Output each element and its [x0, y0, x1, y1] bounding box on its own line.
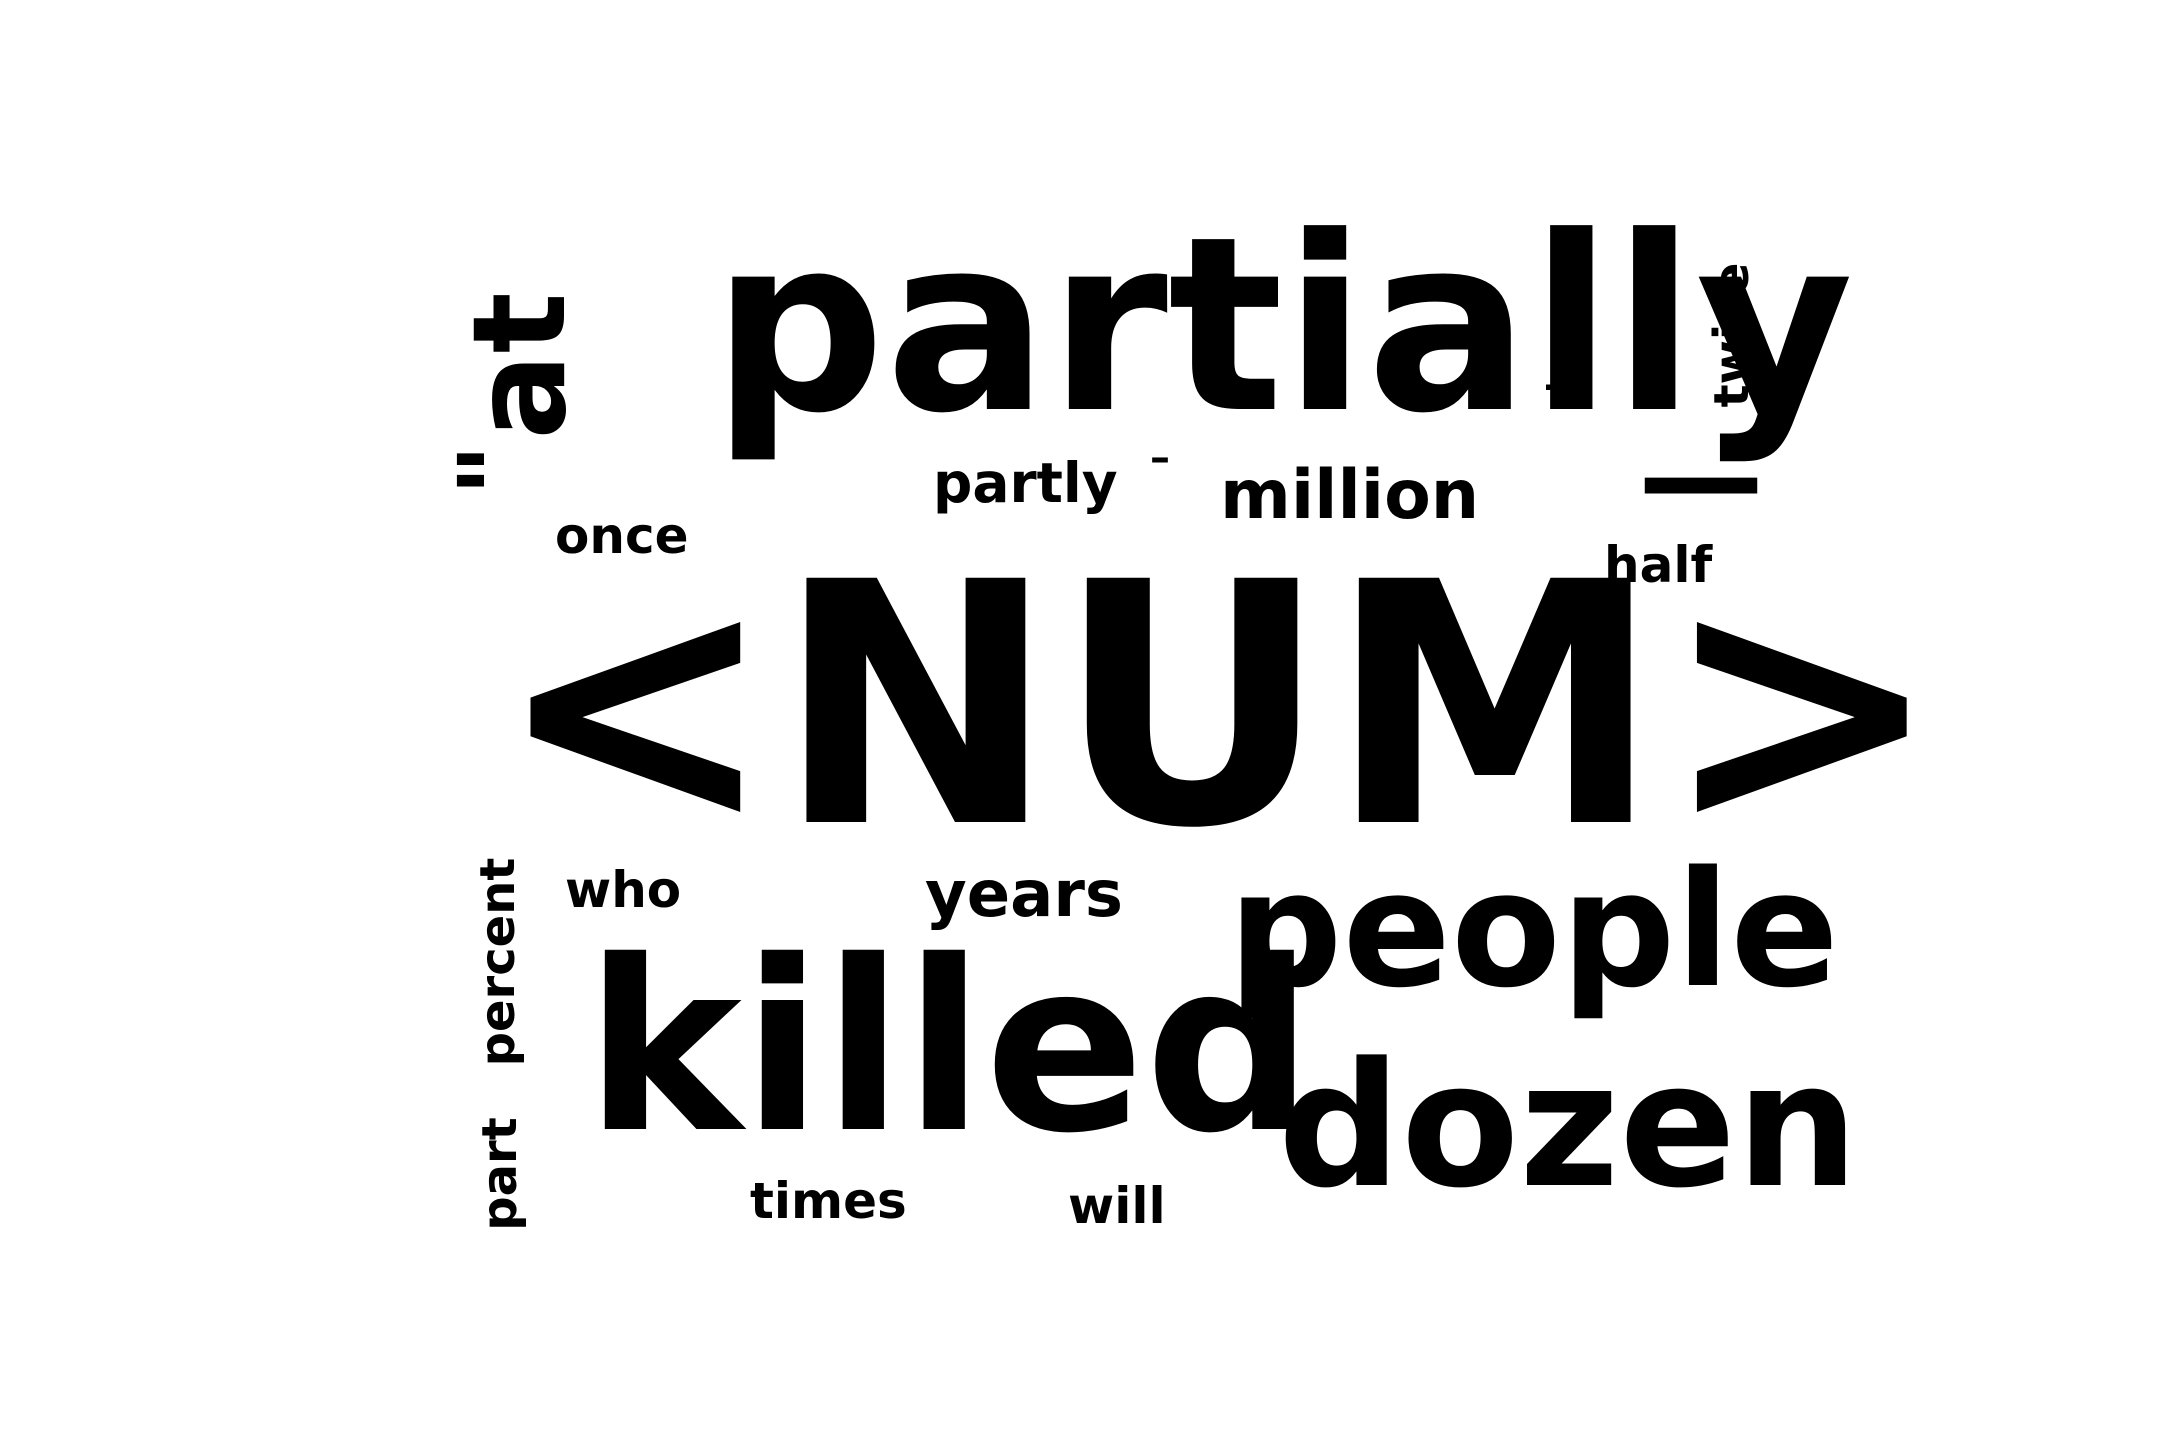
word-million: million [1220, 456, 1480, 535]
word-times: times [750, 1172, 907, 1230]
word-who: who [565, 861, 682, 919]
word-dash: – [1150, 435, 1170, 481]
word-part: part [472, 1117, 528, 1231]
word-at: at [446, 292, 595, 440]
word-killed: killed [585, 910, 1314, 1185]
word-underscore: _ [1546, 321, 1576, 391]
word-will: will [1068, 1177, 1166, 1235]
word-people: people [1228, 836, 1839, 1023]
word-dozen: dozen [1278, 1025, 1859, 1226]
word-once: once [555, 507, 689, 565]
word-partially: partially [712, 185, 1854, 467]
word-half: half [1604, 536, 1713, 594]
word-num: <NUM> [495, 512, 1943, 902]
word-years: years [925, 858, 1123, 932]
word-quote: " [437, 443, 554, 497]
word-partly: partly [933, 451, 1118, 515]
word-twice: twice [1704, 262, 1760, 408]
word-percent: percent [470, 857, 526, 1067]
word-emdash: — [1638, 403, 1764, 550]
